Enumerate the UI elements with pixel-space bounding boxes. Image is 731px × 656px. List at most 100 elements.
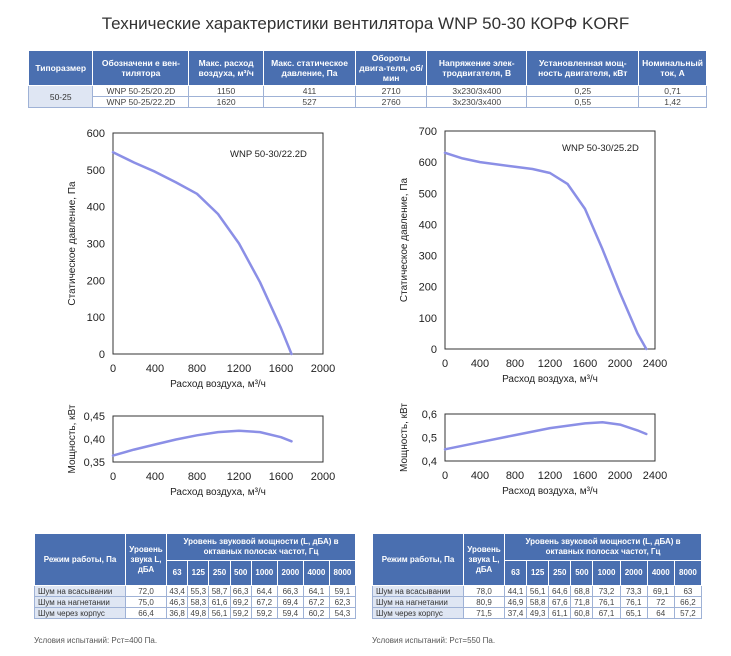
x-tick-label: 800 <box>506 470 524 482</box>
series-line <box>443 420 648 451</box>
noise-header-row: Режим работы, Па Уровень звука L, дБА Ур… <box>372 533 702 586</box>
table-cell: 67,2 <box>250 596 278 608</box>
noise-level-cell: 71,5 <box>463 607 505 619</box>
x-axis-label: Расход воздуха, м³/ч <box>502 486 598 497</box>
y-axis-label: Мощность, кВт <box>67 404 78 473</box>
freq-header: 1000 <box>592 560 621 586</box>
table-cell: 46,9 <box>503 596 528 608</box>
table-cell: 71,8 <box>570 596 594 608</box>
freq-header: 2000 <box>619 560 648 586</box>
x-tick-label: 400 <box>471 358 489 370</box>
table-cell: 58,8 <box>526 596 550 608</box>
y-tick-label: 100 <box>419 313 437 325</box>
x-axis-label: Расход воздуха, м³/ч <box>502 374 598 385</box>
table-cell: 60,8 <box>570 607 594 619</box>
noise-power-header: Уровень звуковой мощности (L, дБА) в окт… <box>166 533 356 561</box>
noise-level-cell: 66,4 <box>125 607 167 619</box>
y-tick-label: 0,6 <box>422 409 437 421</box>
x-tick-label: 0 <box>442 470 448 482</box>
x-tick-label: 2400 <box>643 470 667 482</box>
freq-header: 63 <box>503 560 528 586</box>
noise-row-label: Шум на всасывании <box>34 585 126 597</box>
table-cell: 49,3 <box>526 607 550 619</box>
x-tick-label: 400 <box>146 363 164 375</box>
y-tick-label: 0,35 <box>84 457 105 469</box>
freq-header: 250 <box>548 560 572 586</box>
spec-header: Напряжение элек-тродвигателя, В <box>426 50 528 86</box>
spec-header: Макс. расход воздуха, м³/ч <box>188 50 264 86</box>
table-row: Шум через корпус 71,5 37,4 49,3 61,1 60,… <box>372 607 703 619</box>
y-tick-label: 600 <box>419 157 437 169</box>
series-line <box>443 151 648 351</box>
table-cell: 66,3 <box>229 585 252 597</box>
x-tick-label: 1200 <box>227 363 251 375</box>
y-tick-label: 700 <box>419 126 437 138</box>
spec-header: Обозначени е вен-тилятора <box>92 50 190 86</box>
table-cell: 58,3 <box>187 596 210 608</box>
noise-level-cell: 78,0 <box>463 585 505 597</box>
table-cell: 69,1 <box>646 585 675 597</box>
freq-header: 125 <box>526 560 550 586</box>
freq-header: 2000 <box>276 560 304 586</box>
table-cell: 67,2 <box>302 596 330 608</box>
table-cell: 1,42 <box>638 96 707 108</box>
y-tick-label: 600 <box>87 128 105 140</box>
series-line <box>111 150 293 356</box>
spec-header-row: Типоразмер Обозначени е вен-тилятора Мак… <box>27 50 707 86</box>
y-tick-label: 400 <box>87 202 105 214</box>
table-row: Шум на всасывании 72,0 43,4 55,3 58,7 66… <box>34 585 357 597</box>
table-cell: 3х230/3х400 <box>426 96 528 108</box>
y-tick-label: 0,4 <box>422 456 437 468</box>
table-cell: 68,8 <box>570 585 594 597</box>
x-tick-label: 800 <box>188 471 206 483</box>
noise-header-row: Режим работы, Па Уровень звука L, дБА Ур… <box>34 533 356 586</box>
noise-power-header: Уровень звуковой мощности (L, дБА) в окт… <box>504 533 702 561</box>
x-tick-label: 2000 <box>608 470 632 482</box>
x-tick-label: 800 <box>506 358 524 370</box>
spec-group-cell: 50-25 <box>27 85 94 108</box>
table-cell: 61,6 <box>208 596 231 608</box>
noise-level-header: Уровень звука L, дБА <box>125 533 167 586</box>
table-cell: 54,3 <box>328 607 357 619</box>
x-tick-label: 800 <box>188 363 206 375</box>
table-cell: 73,3 <box>619 585 648 597</box>
x-tick-label: 0 <box>110 363 116 375</box>
table-cell: 56,1 <box>208 607 231 619</box>
spec-header: Макс. статическое давление, Па <box>262 50 357 86</box>
x-tick-label: 1200 <box>227 471 251 483</box>
table-cell: 64,4 <box>250 585 278 597</box>
spec-table: Типоразмер Обозначени е вен-тилятора Мак… <box>27 50 707 108</box>
freq-header: 8000 <box>328 560 357 586</box>
table-cell: 64 <box>646 607 675 619</box>
plot-frame <box>444 413 656 462</box>
x-tick-label: 1600 <box>573 358 597 370</box>
page-title: Технические характеристики вентилятора W… <box>101 14 630 33</box>
test-conditions-left: Условия испытаний: Рст=400 Па. <box>34 636 158 645</box>
y-tick-label: 0 <box>99 349 105 361</box>
noise-mode-header: Режим работы, Па <box>372 533 464 586</box>
noise-level-cell: 80,9 <box>463 596 505 608</box>
freq-header: 63 <box>165 560 189 586</box>
chart-annotation: WNP 50-30/22.2D <box>230 149 307 160</box>
table-cell: 61,1 <box>548 607 572 619</box>
table-cell: 58,7 <box>208 585 231 597</box>
table-cell: 76,1 <box>592 596 621 608</box>
freq-header: 500 <box>229 560 252 586</box>
plot-frame <box>444 130 656 350</box>
spec-header: Номинальный ток, А <box>638 50 707 86</box>
table-cell: 64,6 <box>548 585 572 597</box>
noise-row-label: Шум через корпус <box>34 607 126 619</box>
chart-annotation: WNP 50-30/25.2D <box>562 143 639 154</box>
table-cell: 49,8 <box>187 607 210 619</box>
y-tick-label: 0,5 <box>422 433 437 445</box>
y-axis-label: Мощность, кВт <box>399 403 410 472</box>
charts-area: 0 400 800 1200 1600 20000100200300400500600Ра… <box>67 126 667 498</box>
freq-header: 1000 <box>250 560 278 586</box>
freq-header: 4000 <box>646 560 675 586</box>
y-tick-label: 100 <box>87 312 105 324</box>
freq-header: 4000 <box>302 560 330 586</box>
x-tick-label: 400 <box>471 470 489 482</box>
y-axis-label: Статическое давление, Па <box>399 177 410 302</box>
y-tick-label: 500 <box>419 188 437 200</box>
table-cell: 59,1 <box>328 585 357 597</box>
